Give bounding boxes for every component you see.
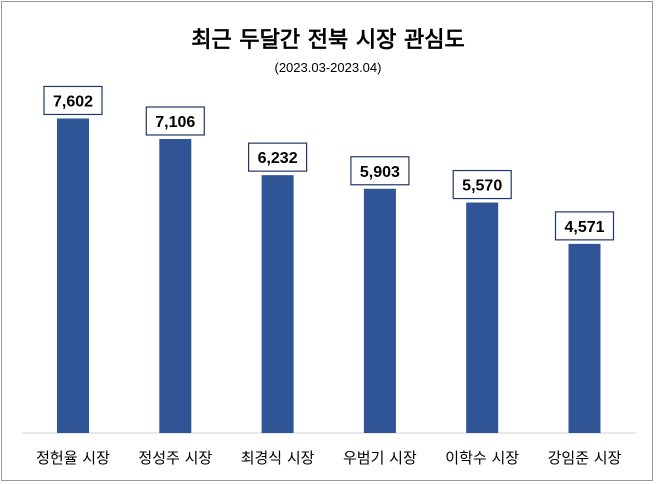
data-label-box [248,142,308,172]
data-label: 4,571 [564,219,604,236]
data-label: 6,232 [258,150,298,167]
data-label-box [452,169,512,200]
data-label-box [145,106,205,136]
data-label: 5,903 [360,164,400,181]
bar [261,175,294,433]
x-tick-label: 정성주 시장 [138,449,212,467]
data-label-box [350,156,410,186]
data-label-box [554,211,615,241]
x-tick-label: 이학수 시장 [445,449,519,467]
bar [57,118,89,433]
data-label: 7,106 [155,114,195,131]
chart-subtitle: (2023.03-2023.04) [274,60,382,75]
x-tick-label: 강임준 시장 [548,449,622,467]
x-tick-label: 최경식 시장 [241,449,315,467]
bar [159,138,192,433]
bar [363,188,396,433]
data-label: 7,602 [53,93,93,110]
data-label: 5,570 [462,178,502,195]
bar [466,202,499,433]
chart-title: 최근 두달간 전북 시장 관심도 [191,28,465,53]
data-label-box [43,85,103,116]
x-tick-label: 우범기 시장 [343,449,417,467]
bar [568,243,601,433]
x-tick-label: 정헌율 시장 [36,449,110,467]
